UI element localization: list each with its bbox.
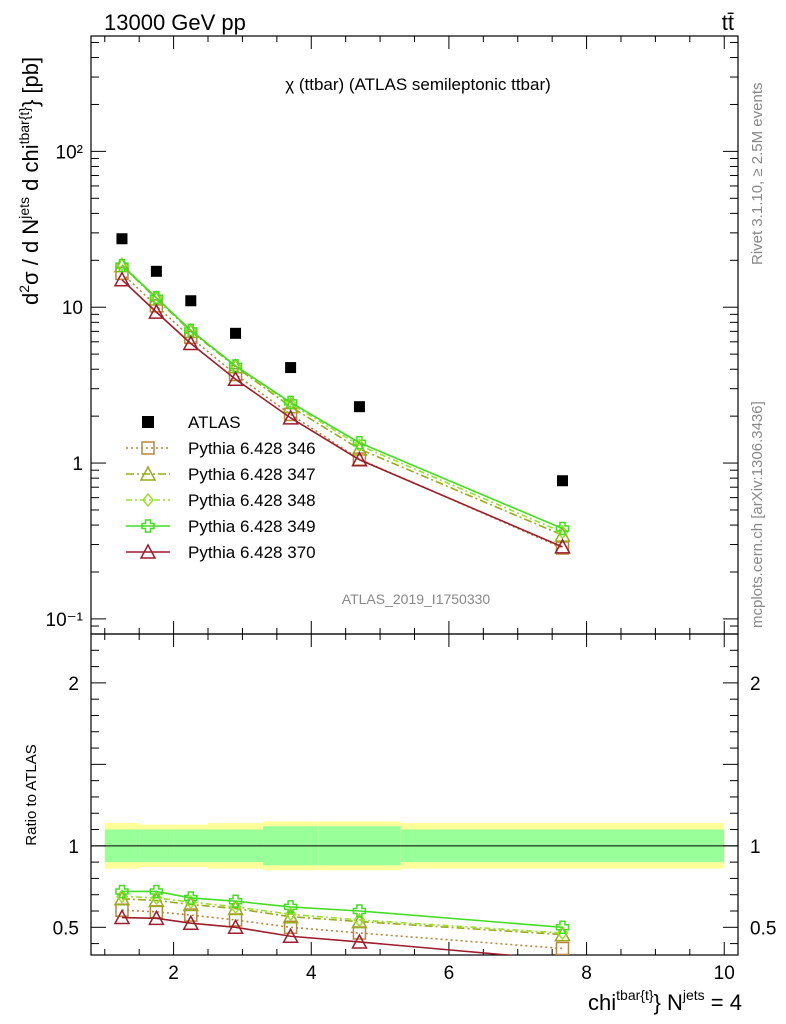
ratio-y-tick-label: 1 — [68, 837, 79, 858]
legend-label-atlas: ATLAS — [188, 413, 241, 432]
y-tick-label: 10 — [62, 298, 83, 319]
series-1-point — [351, 440, 368, 456]
ratio-y-tick-label-right: 1 — [750, 837, 761, 858]
series-2-ratio-point — [284, 907, 297, 922]
x-tick-label: 8 — [581, 963, 592, 984]
legend-marker-4 — [139, 543, 157, 559]
series-3-ratio-point — [283, 900, 298, 914]
series-3-point — [352, 435, 367, 450]
series-3-point — [115, 258, 129, 273]
legend-label-0: Pythia 6.428 346 — [188, 439, 316, 458]
atlas-data-point — [556, 475, 568, 487]
x-axis-title: chitbar{t}} Njets = 4 — [588, 987, 742, 1015]
series-4-point — [182, 334, 200, 351]
chart-title: χ (ttbar) (ATLAS semileptonic ttbar) — [285, 75, 551, 94]
collision-label: 13000 GeV pp — [104, 10, 246, 35]
ratio-y-axis-title: Ratio to ATLAS — [23, 744, 40, 845]
analysis-label: ATLAS_2019_I1750330 — [342, 591, 491, 607]
series-0-point — [555, 541, 570, 555]
series-4-ratio-point — [148, 909, 165, 926]
series-3-ratio-point — [184, 891, 198, 905]
series-4-ratio-point — [227, 918, 244, 935]
main-y-axis-title: d2σ / d Njets d chitbar{t}} [pb] — [16, 57, 43, 305]
legend-label-1: Pythia 6.428 347 — [188, 465, 316, 484]
mcplots-label: mcplots.cern.ch [arXiv:1306.3436] — [749, 401, 766, 628]
atlas-data-point — [116, 233, 128, 245]
legend-marker-1 — [139, 465, 157, 481]
y-tick-label: 10² — [56, 142, 83, 163]
ratio-series-layer — [113, 884, 571, 955]
legend-marker-2 — [142, 492, 154, 508]
series-3-point — [149, 291, 164, 305]
atlas-data-point — [285, 362, 297, 374]
series-0-point — [115, 266, 129, 281]
y-tick-label: 10⁻¹ — [46, 610, 84, 631]
series-3-ratio-point — [352, 904, 367, 918]
ratio-y-tick-label-right: 2 — [750, 674, 761, 695]
series-2-point — [556, 525, 569, 540]
atlas-data-points — [116, 233, 568, 487]
series-3-point — [283, 395, 298, 410]
legend-marker-3 — [141, 519, 155, 533]
legend-marker-0 — [141, 441, 155, 455]
series-4-point — [227, 370, 244, 386]
series-0-ratio-point — [555, 941, 570, 955]
series-4-ratio-line — [121, 916, 517, 955]
ratio-y-tick-label: 2 — [68, 674, 79, 695]
series-layer — [113, 256, 571, 555]
legend-label-4: Pythia 6.428 370 — [188, 543, 316, 562]
legend-label-2: Pythia 6.428 348 — [188, 491, 316, 510]
series-3-ratio-point — [228, 894, 243, 908]
legend-label-3: Pythia 6.428 349 — [188, 517, 316, 536]
series-4-point — [148, 303, 165, 319]
svg-text:chitbar{t}} Njets = 4: chitbar{t}} Njets = 4 — [588, 987, 742, 1015]
series-4-point — [351, 451, 368, 467]
series-2-ratio-point — [229, 899, 242, 915]
series-2-ratio-point — [150, 890, 163, 906]
series-3-ratio-point — [115, 884, 129, 899]
series-3-point — [184, 323, 198, 338]
series-4-point — [554, 538, 571, 554]
ratio-plot-axes: 2 4 6 8 10 0.5 0.5 1 1 2 2 — [53, 633, 776, 984]
ratio-y-tick-label-right: 0.5 — [750, 918, 776, 939]
series-3-point — [555, 521, 570, 536]
series-3-ratio-point — [149, 884, 164, 899]
series-4-ratio-point — [351, 933, 368, 949]
series-4-point — [282, 409, 299, 425]
process-label: tt̄ — [722, 10, 734, 35]
series-2-ratio-point — [556, 925, 569, 941]
legend: ATLAS Pythia 6.428 346 Pythia 6.428 347 Pyt… — [126, 413, 316, 562]
series-1-ratio-line — [121, 897, 563, 936]
atlas-data-point — [230, 327, 242, 339]
series-4-point — [113, 271, 131, 287]
series-3-ratio-line — [121, 890, 563, 929]
rivet-label: Rivet 3.1.10, ≥ 2.5M events — [749, 83, 766, 266]
series-0-ratio-point — [352, 926, 367, 940]
series-4-ratio-point — [282, 927, 299, 944]
series-4-line — [121, 279, 563, 548]
ratio-y-tick-label: 0.5 — [53, 918, 79, 939]
series-3-line — [121, 264, 563, 530]
series-4-ratio-point — [113, 908, 131, 925]
series-2-ratio-point — [353, 912, 366, 928]
atlas-data-point — [353, 401, 365, 413]
series-3-ratio-point — [555, 920, 570, 935]
x-tick-label: 6 — [444, 963, 455, 984]
atlas-data-point — [185, 295, 197, 307]
x-tick-label: 10 — [714, 963, 735, 984]
main-plot-axes: 10⁻¹ 1 10 10² — [46, 35, 739, 635]
legend-marker-atlas — [142, 416, 154, 428]
x-tick-label: 4 — [306, 963, 317, 984]
svg-text:d2σ / d Njets d chitbar{t}} [: d2σ / d Njets d chitbar{t}} [pb] — [16, 57, 43, 305]
series-3-point — [228, 359, 243, 373]
ratio-frame — [90, 633, 739, 956]
y-tick-label: 1 — [72, 454, 83, 475]
atlas-data-point — [150, 265, 162, 277]
series-4-ratio-point — [182, 914, 200, 930]
x-tick-label: 2 — [168, 963, 179, 984]
